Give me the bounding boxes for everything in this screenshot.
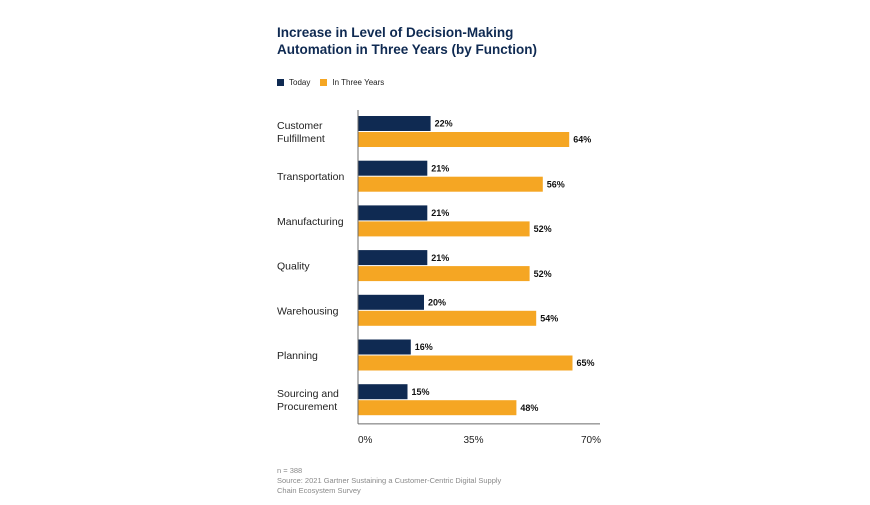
bar-planning-in-three-years <box>358 355 573 371</box>
bar-sourcing-and-procurement-today <box>358 384 408 400</box>
value-label-planning-today: 16% <box>415 342 433 352</box>
x-tick-label-0: 0% <box>358 435 373 446</box>
legend-item-today: Today <box>277 78 310 87</box>
value-label-sourcing-and-procurement-in-three-years: 48% <box>520 403 538 413</box>
value-label-quality-today: 21% <box>431 253 449 263</box>
chart-title-line-2: Automation in Three Years (by Function) <box>277 42 538 57</box>
legend-label-in-three-years: In Three Years <box>332 78 385 87</box>
bar-transportation-today <box>358 160 428 176</box>
bar-quality-today <box>358 250 428 266</box>
legend-swatch-in-three-years <box>320 79 328 86</box>
bar-customer-fulfillment-today <box>358 116 431 131</box>
category-label-sourcing-and-procurement-line-2: Procurement <box>277 401 337 413</box>
category-label-customer-fulfillment-line-1: Customer <box>277 120 323 132</box>
bar-transportation-in-three-years <box>358 176 543 192</box>
bar-planning-today <box>358 339 411 355</box>
value-label-sourcing-and-procurement-today: 15% <box>412 387 430 397</box>
legend-label-today: Today <box>289 78 311 87</box>
value-label-manufacturing-in-three-years: 52% <box>534 224 552 234</box>
bar-quality-in-three-years <box>358 266 530 282</box>
value-label-quality-in-three-years: 52% <box>534 269 552 279</box>
value-label-customer-fulfillment-in-three-years: 64% <box>573 135 591 145</box>
bar-manufacturing-today <box>358 205 428 221</box>
category-label-transportation: Transportation <box>277 171 344 183</box>
category-label-warehousing: Warehousing <box>277 305 339 317</box>
value-label-transportation-today: 21% <box>431 163 449 173</box>
category-label-quality: Quality <box>277 261 310 273</box>
value-label-warehousing-today: 20% <box>428 298 446 308</box>
source-line-2: Chain Ecosystem Survey <box>277 486 361 495</box>
sample-size: n = 388 <box>277 466 303 475</box>
chart-title: Increase in Level of Decision-Making Aut… <box>277 24 537 58</box>
legend: Today In Three Years <box>277 78 394 87</box>
chart-title-line-1: Increase in Level of Decision-Making <box>277 25 514 40</box>
value-label-transportation-in-three-years: 56% <box>547 179 565 189</box>
bar-sourcing-and-procurement-in-three-years <box>358 400 517 416</box>
category-label-sourcing-and-procurement-line-1: Sourcing and <box>277 388 339 400</box>
value-label-warehousing-in-three-years: 54% <box>540 314 558 324</box>
category-label-planning: Planning <box>277 350 318 362</box>
bar-warehousing-in-three-years <box>358 310 537 326</box>
bar-warehousing-today <box>358 294 424 310</box>
bar-manufacturing-in-three-years <box>358 221 530 237</box>
source-line-1: Source: 2021 Gartner Sustaining a Custom… <box>277 476 502 485</box>
value-label-customer-fulfillment-today: 22% <box>435 119 453 129</box>
x-tick-label-70: 70% <box>581 435 601 446</box>
category-label-customer-fulfillment-line-2: Fulfillment <box>277 133 325 145</box>
bar-customer-fulfillment-in-three-years <box>358 132 570 147</box>
value-label-planning-in-three-years: 65% <box>577 358 595 368</box>
value-label-manufacturing-today: 21% <box>431 208 449 218</box>
category-label-manufacturing: Manufacturing <box>277 216 344 228</box>
footnote: n = 388 Source: 2021 Gartner Sustaining … <box>277 466 501 496</box>
x-tick-label-35: 35% <box>463 435 483 446</box>
legend-item-in-three-years: In Three Years <box>320 78 384 87</box>
legend-swatch-today <box>277 79 284 86</box>
